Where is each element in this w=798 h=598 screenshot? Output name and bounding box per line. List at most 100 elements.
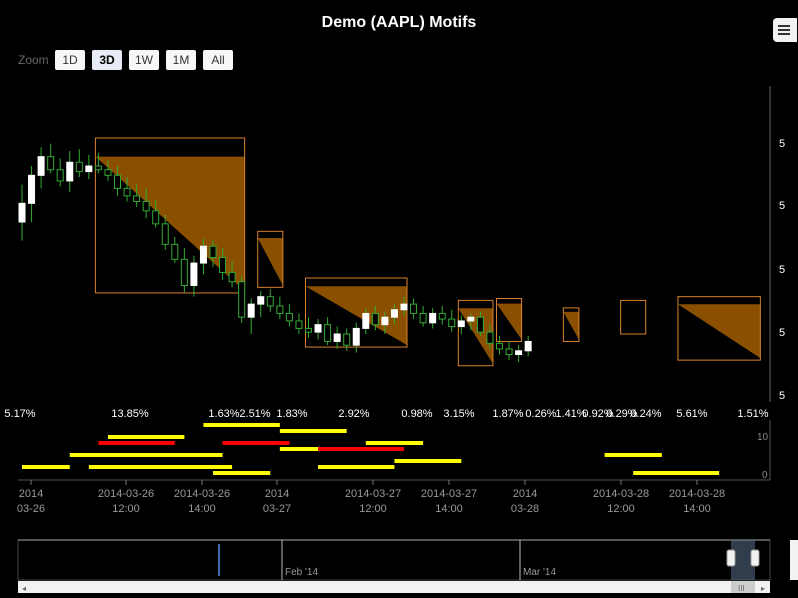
motif-percent-labels: 5.17% 13.85% 1.63% 2.51% 1.83% 2.92% 0.98% 3.15…: [4, 408, 768, 420]
x-tick-label: 2014-03-28: [593, 488, 649, 500]
x-axis-ticks: 2014 03-26 2014-03-26 12:00 2014-03-26 14:00 2…: [17, 480, 725, 515]
scrollbar-thumb[interactable]: [731, 581, 755, 593]
price-tick-label: 5: [779, 200, 785, 212]
x-tick-label: 14:00: [188, 503, 216, 515]
motif-box: [94, 137, 246, 294]
candle-body: [486, 331, 494, 344]
x-tick-label: 2014-03-26: [174, 488, 230, 500]
zoom-1m-button[interactable]: 1M: [166, 50, 196, 70]
candle-body: [324, 324, 332, 342]
zoom-3d-button[interactable]: 3D: [92, 50, 122, 70]
x-tick-label: 14:00: [683, 503, 711, 515]
candle-body: [66, 161, 74, 182]
volume-bar: [203, 423, 280, 427]
motif-percent-label: 5.61%: [676, 408, 707, 420]
navigator-handle-right[interactable]: [750, 549, 760, 567]
motif-percent-label: 13.85%: [111, 408, 149, 420]
motif-fill: [95, 156, 245, 291]
motif-percent-label: 0.26%: [525, 408, 556, 420]
volume-bar: [22, 465, 70, 469]
volume-bars: [22, 423, 720, 475]
page-scrollbar[interactable]: [790, 540, 798, 580]
x-tick-label: 12:00: [607, 503, 635, 515]
motif-percent-label: 0.98%: [401, 408, 432, 420]
candle-body: [37, 156, 45, 176]
candle-body: [438, 312, 446, 320]
price-tick-label: 5: [779, 327, 785, 339]
candle-body: [247, 303, 255, 318]
volume-bar: [69, 453, 223, 457]
motif-percent-label: 2.51%: [239, 408, 270, 420]
price-tick-label: 5: [779, 390, 785, 402]
motif-fill: [563, 311, 579, 340]
scrollbar-track[interactable]: [18, 581, 770, 593]
motif-percent-label: 0.24%: [630, 408, 661, 420]
candle-body: [133, 195, 141, 202]
zoom-1w-button[interactable]: 1W: [129, 50, 159, 70]
candle-body: [180, 258, 188, 286]
candle-body: [209, 245, 217, 258]
candle-body: [238, 281, 246, 318]
candle-body: [190, 262, 198, 286]
candle-body: [28, 174, 36, 204]
candle-body: [476, 316, 484, 333]
menu-icon-line: [778, 29, 790, 31]
x-tick-label: 2014-03-28: [669, 488, 725, 500]
volume-tick-label: 0: [762, 470, 768, 481]
menu-icon-line: [778, 33, 790, 35]
navigator-handle-left[interactable]: [726, 549, 736, 567]
scrollbar-right-arrow-icon[interactable]: ▸: [761, 584, 765, 593]
motif-box: [620, 299, 647, 335]
navigator-label-mar: Mar '14: [523, 567, 556, 578]
candle-body: [381, 316, 389, 326]
motif-fill: [257, 238, 283, 286]
scrollbar-grip-icon: III: [738, 584, 745, 593]
candle-body: [276, 305, 284, 314]
volume-bar: [98, 441, 175, 445]
scrollbar-left-arrow-icon[interactable]: ◂: [22, 584, 26, 593]
volume-bar: [604, 453, 662, 457]
candle-body: [419, 312, 427, 324]
candle-body: [114, 174, 121, 189]
motif-fill: [496, 303, 522, 340]
candle-body: [305, 327, 312, 333]
motif-box: [257, 230, 284, 288]
candle-body: [429, 312, 437, 324]
volume-bar: [107, 435, 185, 439]
candle-body: [47, 156, 55, 171]
x-tick-label: 2014: [19, 488, 43, 500]
motif-percent-label: 2.92%: [338, 408, 369, 420]
volume-bar: [213, 471, 271, 475]
candle-body: [352, 327, 360, 346]
motif-percent-label: 0.29%: [606, 408, 637, 420]
candle-body: [362, 312, 370, 329]
volume-bar: [394, 459, 462, 463]
motif-percent-label: 1.51%: [737, 408, 768, 420]
motif-fill: [677, 304, 761, 359]
motif-box: [677, 296, 761, 361]
navigator-area[interactable]: [17, 539, 771, 581]
candle-body: [448, 318, 456, 328]
volume-bar: [88, 465, 233, 469]
volume-bar: [318, 465, 395, 469]
price-tick-label: 5: [779, 138, 785, 150]
context-menu-button[interactable]: [773, 18, 797, 42]
candles: [18, 143, 532, 362]
motif-percent-label: 3.15%: [443, 408, 474, 420]
volume-bar: [279, 447, 347, 451]
x-tick-label: 2014-03-27: [345, 488, 401, 500]
zoom-1d-button[interactable]: 1D: [55, 50, 85, 70]
motif-percent-label: 1.41%: [555, 408, 586, 420]
candle-body: [161, 223, 169, 245]
candle-body: [142, 200, 150, 212]
zoom-all-button[interactable]: All: [203, 50, 233, 70]
motif-box: [562, 307, 580, 342]
motif-percent-label: 5.17%: [4, 408, 35, 420]
candle-body: [199, 245, 207, 264]
motif-percent-label: 0.92%: [582, 408, 613, 420]
candle-body: [333, 333, 341, 342]
zoom-label: Zoom: [18, 53, 49, 67]
x-tick-label: 2014-03-26: [98, 488, 154, 500]
